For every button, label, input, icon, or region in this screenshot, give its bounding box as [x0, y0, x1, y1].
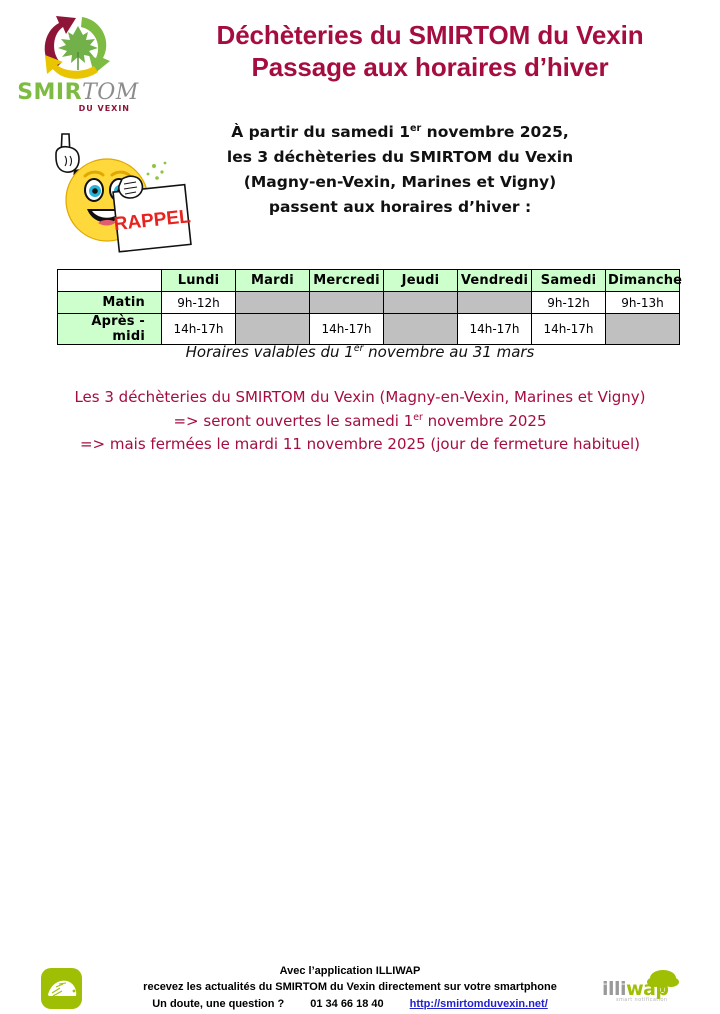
opening-hours-table-wrapper: Lundi Mardi Mercredi Jeudi Vendredi Same… — [57, 269, 682, 345]
notice-block: Les 3 déchèteries du SMIRTOM du Vexin (M… — [14, 386, 706, 457]
caption-post: novembre au 31 mars — [363, 343, 535, 361]
notice-line-1: Les 3 déchèteries du SMIRTOM du Vexin (M… — [74, 388, 646, 406]
notice-line-2: => seront ouvertes le samedi 1er novembr… — [14, 410, 706, 434]
table-corner-cell — [57, 269, 162, 292]
cell-matin-mardi — [235, 291, 310, 314]
footer-line-1: Avec l’application ILLIWAP — [279, 965, 421, 977]
table-header-row: Lundi Mardi Mercredi Jeudi Vendredi Same… — [57, 269, 682, 292]
cell-apresmidi-mardi — [235, 313, 310, 345]
cell-matin-lundi: 9h-12h — [161, 291, 236, 314]
illiwap-tagline: smart notification — [616, 997, 668, 1003]
title-line-1: Déchèteries du SMIRTOM du Vexin — [216, 20, 644, 50]
notice-line-2-ordinal: er — [413, 411, 423, 423]
notice-line-2-pre: => seront ouvertes le samedi 1 — [173, 411, 414, 430]
table-row: Après - midi 14h-17h 14h-17h 14h-17h 14h… — [57, 313, 680, 345]
cell-matin-samedi: 9h-12h — [531, 291, 606, 314]
footer-text-block: Avec l’application ILLIWAP recevez les a… — [110, 964, 590, 1013]
footer-contact-row: Un doute, une question ? 01 34 66 18 40 … — [110, 997, 590, 1013]
footer-question: Un doute, une question ? — [152, 997, 285, 1010]
cell-apresmidi-mercredi: 14h-17h — [309, 313, 384, 345]
rappel-smiley-illustration: RAPPEL — [44, 126, 194, 256]
intro-line-4: passent aux horaires d’hiver : — [268, 198, 532, 217]
opening-hours-table: Lundi Mardi Mercredi Jeudi Vendredi Same… — [57, 269, 682, 345]
intro-line-1-ordinal: er — [410, 122, 422, 134]
intro-line-1: À partir du samedi 1er novembre 2025, — [168, 120, 632, 145]
intro-line-3: (Magny-en-Vexin, Marines et Vigny) — [243, 173, 557, 192]
footer-line-2: recevez les actualités du SMIRTOM du Vex… — [143, 980, 557, 993]
column-header-mardi: Mardi — [235, 269, 310, 292]
cell-apresmidi-dimanche — [605, 313, 680, 345]
table-caption: Horaires valables du 1er novembre au 31 … — [0, 343, 720, 361]
column-header-jeudi: Jeudi — [383, 269, 458, 292]
caption-ordinal: er — [353, 343, 364, 354]
illiwap-hedgehog-app-icon — [41, 968, 82, 1009]
notice-line-2-post: novembre 2025 — [422, 411, 547, 430]
cell-apresmidi-samedi: 14h-17h — [531, 313, 606, 345]
intro-paragraph: À partir du samedi 1er novembre 2025, le… — [168, 120, 632, 220]
caption-pre: Horaires valables du 1 — [185, 343, 354, 361]
illiwap-brand-logo: illiwap smart notification — [600, 968, 686, 1008]
intro-line-1-post: novembre 2025, — [421, 123, 569, 141]
cell-apresmidi-vendredi: 14h-17h — [457, 313, 532, 345]
cell-matin-mercredi — [309, 291, 384, 314]
footer: Avec l’application ILLIWAP recevez les a… — [0, 480, 720, 1010]
cell-apresmidi-jeudi — [383, 313, 458, 345]
smirtom-recycling-leaf-icon — [32, 12, 124, 84]
footer-phone: 01 34 66 18 40 — [310, 997, 384, 1010]
page-title: Déchèteries du SMIRTOM du Vexin Passage … — [150, 20, 710, 83]
cell-matin-dimanche: 9h-13h — [605, 291, 680, 314]
smirtom-logo: SMIRTOM DU VEXIN — [14, 12, 142, 116]
column-header-mercredi: Mercredi — [309, 269, 384, 292]
cell-matin-vendredi — [457, 291, 532, 314]
smirtom-wordmark: SMIRTOM DU VEXIN — [14, 82, 142, 113]
column-header-vendredi: Vendredi — [457, 269, 532, 292]
row-header-matin: Matin — [57, 291, 162, 314]
wordmark-tom: TOM — [82, 80, 139, 105]
cell-apresmidi-lundi: 14h-17h — [161, 313, 236, 345]
notice-line-3: => mais fermées le mardi 11 novembre 202… — [79, 435, 641, 454]
footer-website-link[interactable]: http://smirtomduvexin.net/ — [409, 997, 548, 1010]
column-header-samedi: Samedi — [531, 269, 606, 292]
table-row: Matin 9h-12h 9h-12h 9h-13h — [57, 291, 680, 314]
wordmark-smir: SMIR — [17, 80, 83, 105]
wordmark-du-vexin: DU VEXIN — [78, 104, 130, 113]
intro-line-1-pre: À partir du samedi 1 — [231, 123, 411, 141]
column-header-lundi: Lundi — [161, 269, 236, 292]
cell-matin-jeudi — [383, 291, 458, 314]
row-header-apres-midi: Après - midi — [57, 313, 162, 345]
column-header-dimanche: Dimanche — [605, 269, 682, 292]
intro-line-2: les 3 déchèteries du SMIRTOM du Vexin — [226, 148, 574, 167]
title-line-2: Passage aux horaires d’hiver — [251, 51, 609, 82]
